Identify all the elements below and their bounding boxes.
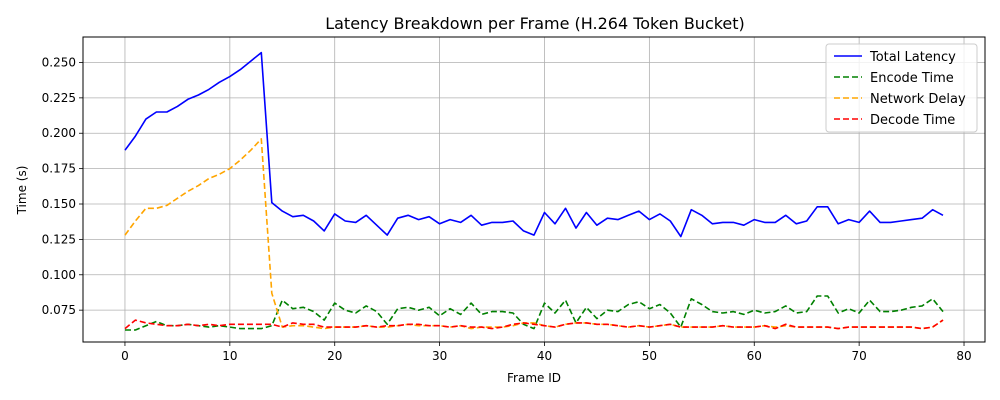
y-tick-label: 0.100 [42,268,76,282]
x-tick-label: 30 [432,349,447,363]
grid-lines [83,37,985,342]
x-axis-label: Frame ID [507,371,561,385]
y-tick-label: 0.200 [42,126,76,140]
series-line-decode-time [124,319,944,330]
y-tick-label: 0.150 [42,197,76,211]
y-tick-label: 0.125 [42,232,76,246]
legend-label-network-delay: Network Delay [870,92,966,107]
y-axis-label: Time (s) [15,166,29,216]
y-tick-label: 0.250 [42,55,76,69]
x-tick-label: 60 [747,349,762,363]
legend: Total Latency Encode Time Network Delay … [825,43,978,133]
legend-label-total-latency: Total Latency [869,50,956,65]
y-axis-ticks: 0.075 0.100 0.125 0.150 0.175 0.200 0.225 0.250 [42,55,83,317]
x-tick-label: 0 [121,349,129,363]
y-tick-label: 0.175 [42,162,76,176]
series-line-encode-time [125,295,944,331]
y-tick-label: 0.225 [42,91,76,105]
legend-label-encode-time: Encode Time [870,71,954,86]
x-tick-label: 70 [851,349,866,363]
x-tick-label: 10 [222,349,237,363]
y-tick-label: 0.075 [42,303,76,317]
x-axis-ticks: 0 10 20 30 40 50 60 70 80 [121,342,972,363]
plot-frame [82,36,986,343]
x-tick-label: 80 [956,349,971,363]
legend-label-decode-time: Decode Time [870,113,955,128]
x-tick-label: 50 [642,349,657,363]
series-line-total-latency [124,51,944,238]
x-tick-label: 40 [537,349,552,363]
series-line-network-delay [124,138,944,330]
chart-title: Latency Breakdown per Frame (H.264 Token… [325,14,745,33]
legend-box [825,43,978,133]
series-lines [124,51,944,331]
x-tick-label: 20 [327,349,342,363]
